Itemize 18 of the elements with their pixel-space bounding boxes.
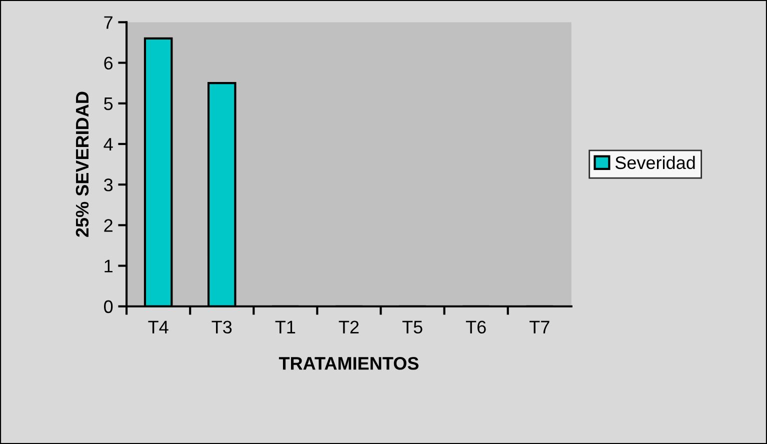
x-tick-label: T6 xyxy=(466,320,486,334)
x-tick-label: T7 xyxy=(530,320,550,334)
y-tick-label: 1 xyxy=(104,260,112,272)
y-axis-title: 25% SEVERIDAD xyxy=(76,92,89,237)
y-tick-label: 4 xyxy=(104,138,113,151)
x-tick-label: T1 xyxy=(275,320,296,334)
y-tick-label: 6 xyxy=(104,56,113,70)
y-tick-label: 5 xyxy=(104,98,113,110)
x-tick-label: T5 xyxy=(402,320,422,334)
x-axis-title: TRATAMIENTOS xyxy=(278,357,419,370)
y-tick-label: 3 xyxy=(104,178,113,192)
x-tick-label: T4 xyxy=(148,320,168,334)
y-tick-label: 7 xyxy=(104,16,112,29)
legend-label: Severidad xyxy=(615,156,695,170)
x-tick-label: T2 xyxy=(338,320,359,334)
x-tick-label: T3 xyxy=(212,320,232,334)
y-tick-label: 0 xyxy=(104,300,113,314)
y-tick-label: 2 xyxy=(104,219,112,232)
